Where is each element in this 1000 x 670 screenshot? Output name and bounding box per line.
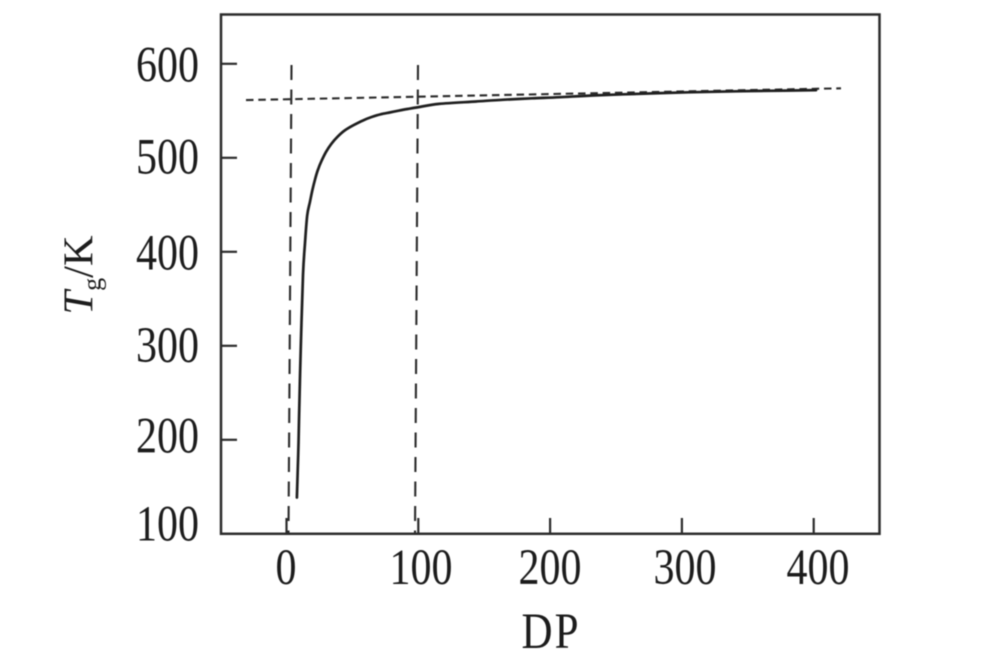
svg-text:100: 100 [136,497,199,552]
svg-text:DP: DP [522,604,581,660]
svg-text:0: 0 [276,540,297,595]
svg-text:500: 500 [136,130,199,185]
svg-text:100: 100 [390,540,453,595]
svg-text:400: 400 [787,540,850,595]
svg-text:400: 400 [136,226,199,281]
svg-text:200: 200 [136,409,199,464]
svg-text:600: 600 [136,38,199,93]
svg-text:Tg/K: Tg/K [56,235,107,314]
svg-text:300: 300 [136,318,199,373]
svg-text:200: 200 [519,540,582,595]
svg-text:300: 300 [654,540,717,595]
